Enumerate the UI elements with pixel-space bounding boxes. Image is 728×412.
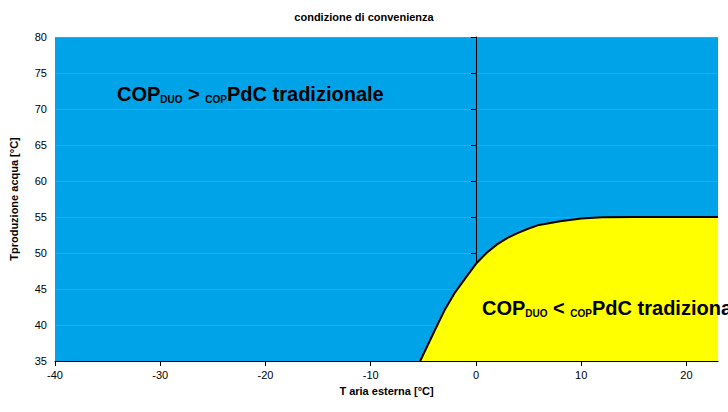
svg-text:>: > <box>183 83 206 105</box>
svg-text:50: 50 <box>35 247 47 259</box>
svg-text:COP: COP <box>482 297 525 319</box>
svg-text:10: 10 <box>575 369 587 381</box>
svg-text:Tproduzione acqua [°C]: Tproduzione acqua [°C] <box>8 137 20 261</box>
svg-text:-20: -20 <box>258 369 274 381</box>
svg-text:COP: COP <box>205 94 227 105</box>
svg-text:DUO: DUO <box>525 308 547 319</box>
svg-text:<: < <box>548 297 571 319</box>
svg-text:20: 20 <box>680 369 692 381</box>
svg-text:0: 0 <box>473 369 479 381</box>
svg-text:60: 60 <box>35 175 47 187</box>
svg-text:-10: -10 <box>363 369 379 381</box>
svg-text:COP: COP <box>117 83 160 105</box>
svg-text:80: 80 <box>35 31 47 43</box>
svg-text:T aria esterna [°C]: T aria esterna [°C] <box>339 385 434 397</box>
svg-text:65: 65 <box>35 139 47 151</box>
svg-text:55: 55 <box>35 211 47 223</box>
svg-text:-30: -30 <box>152 369 168 381</box>
svg-text:45: 45 <box>35 283 47 295</box>
svg-text:DUO: DUO <box>160 94 182 105</box>
svg-text:PdC tradizionale: PdC tradizionale <box>592 297 728 319</box>
svg-text:COP: COP <box>570 308 592 319</box>
svg-text:PdC tradizionale: PdC tradizionale <box>227 83 384 105</box>
svg-text:-40: -40 <box>47 369 63 381</box>
svg-text:70: 70 <box>35 103 47 115</box>
svg-text:40: 40 <box>35 319 47 331</box>
svg-text:condizione di convenienza: condizione di convenienza <box>294 11 434 23</box>
svg-text:35: 35 <box>35 355 47 367</box>
svg-text:75: 75 <box>35 67 47 79</box>
